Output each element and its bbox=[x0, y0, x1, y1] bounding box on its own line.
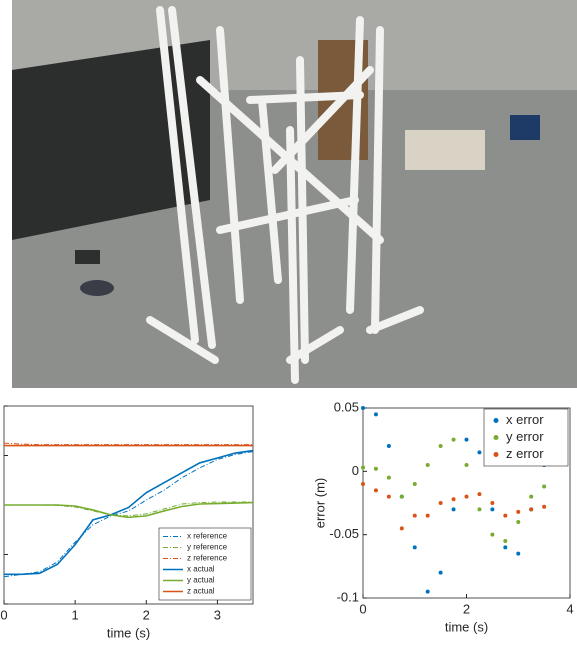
photo-poles bbox=[146, 6, 424, 384]
data-point bbox=[516, 520, 521, 524]
data-point bbox=[373, 488, 378, 493]
legend-label: x reference bbox=[187, 532, 228, 541]
photo-monitor bbox=[510, 115, 540, 140]
series-line bbox=[4, 449, 254, 576]
data-point bbox=[503, 545, 508, 550]
data-point bbox=[412, 513, 417, 518]
data-point bbox=[477, 450, 482, 455]
photo bbox=[12, 0, 577, 388]
legend-swatch bbox=[493, 435, 499, 440]
legend-label: z actual bbox=[187, 587, 215, 596]
x-axis-label: time (s) bbox=[107, 625, 150, 640]
data-point bbox=[464, 437, 469, 442]
data-point bbox=[399, 526, 404, 531]
data-point bbox=[490, 532, 495, 537]
x-tick-label: 1 bbox=[72, 607, 79, 622]
data-point bbox=[361, 465, 365, 470]
data-point bbox=[490, 501, 495, 505]
data-point bbox=[412, 482, 417, 486]
data-point bbox=[503, 513, 508, 518]
legend-swatch bbox=[493, 452, 499, 457]
legend-swatch bbox=[493, 418, 499, 423]
x-tick-label: 2 bbox=[143, 607, 150, 622]
data-point bbox=[477, 507, 482, 512]
data-point bbox=[464, 494, 469, 499]
series-line bbox=[3, 451, 254, 578]
x-tick-label: 2 bbox=[463, 601, 470, 616]
legend-box bbox=[158, 527, 252, 601]
data-point bbox=[516, 509, 521, 514]
legend-label: y actual bbox=[187, 576, 215, 585]
series-line bbox=[3, 442, 253, 446]
series-line bbox=[4, 501, 254, 519]
data-point bbox=[386, 494, 391, 499]
data-point bbox=[477, 492, 482, 497]
data-point bbox=[542, 504, 547, 509]
data-point bbox=[516, 551, 521, 556]
x-axis-label: time (s) bbox=[445, 619, 488, 634]
photo-desk bbox=[405, 130, 485, 170]
legend-label: z error bbox=[506, 446, 544, 461]
data-point bbox=[425, 463, 430, 467]
data-point bbox=[451, 437, 456, 442]
data-point bbox=[451, 507, 456, 512]
data-point bbox=[529, 507, 534, 512]
data-point bbox=[425, 589, 430, 594]
legend-label: y reference bbox=[187, 543, 228, 552]
data-point bbox=[399, 494, 404, 499]
data-point bbox=[412, 545, 417, 550]
y-tick-label: 0 bbox=[352, 463, 359, 478]
data-point bbox=[361, 406, 365, 410]
data-point bbox=[438, 444, 443, 448]
y-axis-label: error (m) bbox=[312, 478, 327, 529]
y-tick-label: -0.1 bbox=[337, 589, 359, 604]
y-tick-label: -0.05 bbox=[329, 526, 359, 541]
photo-marker bbox=[75, 250, 100, 264]
photo-curtain bbox=[12, 40, 210, 240]
data-point bbox=[361, 482, 365, 486]
data-point bbox=[451, 497, 456, 502]
data-point bbox=[464, 463, 469, 467]
data-point bbox=[438, 501, 443, 505]
legend-label: x actual bbox=[187, 565, 215, 574]
data-point bbox=[386, 444, 391, 448]
y-tick-label: 0.05 bbox=[334, 399, 359, 414]
data-point bbox=[373, 466, 378, 471]
data-point bbox=[386, 475, 391, 480]
data-point bbox=[503, 539, 508, 543]
legend-label: z reference bbox=[187, 554, 228, 563]
data-point bbox=[490, 507, 495, 512]
data-point bbox=[529, 494, 534, 499]
x-tick-label: 3 bbox=[214, 607, 221, 622]
x-tick-label: 0 bbox=[0, 607, 7, 622]
data-point bbox=[373, 412, 378, 417]
x-tick-label: 4 bbox=[566, 601, 573, 616]
data-point bbox=[438, 570, 443, 575]
x-tick-label: 0 bbox=[359, 601, 366, 616]
chart: -0.1 -0.05 0 0.05 0 2 4 time (s) error (m) x erro… bbox=[312, 399, 573, 634]
photo-marker bbox=[80, 280, 114, 296]
legend-label: y error bbox=[506, 429, 544, 444]
data-point bbox=[425, 513, 430, 518]
legend-label: x error bbox=[506, 412, 544, 427]
data-point bbox=[542, 484, 547, 489]
